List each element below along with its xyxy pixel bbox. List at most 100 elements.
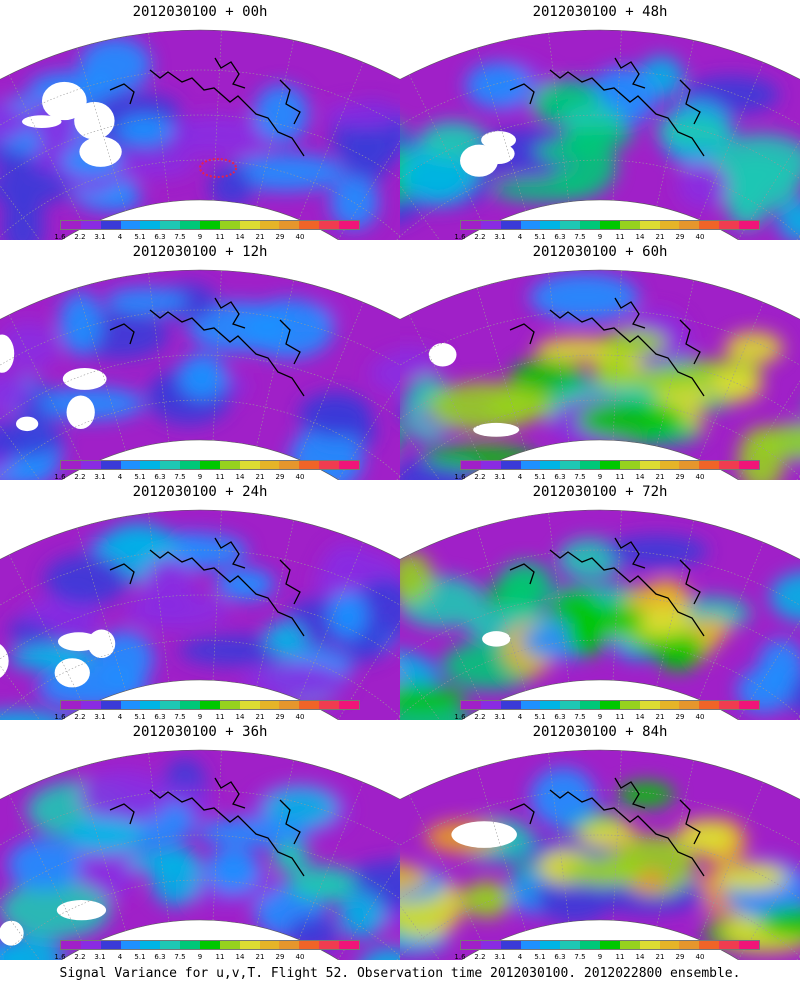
colorbar-tick-label: 14 (235, 473, 245, 481)
colorbar-tick-label: 2.2 (74, 233, 86, 241)
colorbar-swatch (639, 941, 660, 949)
colorbar-swatch (120, 221, 141, 229)
colorbar-tick-label: 29 (275, 233, 285, 241)
colorbar-swatch (679, 701, 700, 709)
colorbar-tick-label: 2.2 (74, 473, 86, 481)
colorbar (460, 220, 760, 230)
colorbar-swatch (140, 701, 161, 709)
colorbar-swatch (540, 941, 561, 949)
colorbar-tick-label: 14 (635, 953, 645, 961)
colorbar-tick-label: 11 (615, 233, 625, 241)
colorbar-tick-label: 1.6 (54, 713, 66, 721)
colorbar-swatch (299, 941, 320, 949)
colorbar-tick-label: 21 (255, 233, 265, 241)
colorbar-tick-label: 7.5 (574, 953, 586, 961)
map-outline (0, 29, 400, 240)
colorbar-swatch (461, 221, 481, 229)
colorbar-swatch (480, 221, 501, 229)
colorbar-labels: 1.6 2.2 3.1 4 5.1 6.3 7.5 9 11 14 21 29 40 (454, 473, 766, 483)
colorbar-labels: 1.6 2.2 3.1 4 5.1 6.3 7.5 9 11 14 21 29 40 (54, 233, 366, 243)
colorbar-labels: 1.6 2.2 3.1 4 5.1 6.3 7.5 9 11 14 21 29 40 (54, 713, 366, 723)
polar-map (400, 509, 800, 720)
colorbar-swatch (659, 221, 680, 229)
colorbar-swatch (219, 701, 240, 709)
colorbar-swatch (560, 461, 581, 469)
colorbar-swatch (319, 941, 340, 949)
colorbar-swatch (659, 941, 680, 949)
coastline (509, 537, 705, 637)
colorbar-swatch (319, 701, 340, 709)
colorbar-swatch (580, 461, 601, 469)
colorbar-tick-label: 14 (235, 233, 245, 241)
colorbar-swatch (520, 941, 541, 949)
colorbar-swatch (279, 221, 300, 229)
colorbar-swatch (219, 941, 240, 949)
polar-map (400, 749, 800, 960)
colorbar-swatch (560, 941, 581, 949)
colorbar-swatch (259, 461, 280, 469)
colorbar-tick-label: 6.3 (154, 233, 166, 241)
colorbar-swatch (739, 221, 759, 229)
colorbar-tick-label: 3.1 (94, 233, 106, 241)
colorbar-tick-label: 11 (615, 953, 625, 961)
colorbar-swatch (600, 221, 620, 229)
colorbar-tick-label: 3.1 (494, 713, 506, 721)
colorbar-swatch (120, 701, 141, 709)
colorbar-tick-label: 9 (597, 713, 603, 721)
colorbar-swatch (461, 461, 481, 469)
colorbar-swatch (80, 941, 101, 949)
no-data-region (16, 416, 39, 432)
colorbar-tick-label: 29 (675, 953, 685, 961)
graticule (400, 30, 800, 240)
colorbar-swatch (140, 941, 161, 949)
colorbar-tick-label: 21 (255, 953, 265, 961)
polar-map (0, 509, 400, 720)
colorbar-swatch (540, 701, 561, 709)
colorbar-tick-label: 4 (117, 713, 123, 721)
colorbar-swatch (600, 941, 620, 949)
coastline (109, 57, 305, 157)
colorbar-tick-label: 6.3 (554, 713, 566, 721)
colorbar-swatch (480, 461, 501, 469)
colorbar-swatch (560, 701, 581, 709)
colorbar-swatch (540, 221, 561, 229)
colorbar-tick-label: 6.3 (554, 233, 566, 241)
colorbar-tick-label: 11 (215, 953, 225, 961)
colorbar-swatch (140, 221, 161, 229)
colorbar-swatch (679, 221, 700, 229)
map-panel: 2012030100 + 00h 1.6 2.2 3.1 4 5.1 6.3 7.5 9 11 14… (0, 0, 400, 243)
colorbar-tick-label: 1.6 (454, 473, 466, 481)
colorbar-tick-label: 5.1 (134, 953, 146, 961)
colorbar-tick-label: 11 (215, 713, 225, 721)
coastline (509, 57, 705, 157)
colorbar-swatch (619, 461, 640, 469)
panel-title: 2012030100 + 36h (132, 724, 268, 740)
colorbar-swatch (100, 221, 121, 229)
polar-map (400, 29, 800, 240)
colorbar-swatch (461, 941, 481, 949)
colorbar-swatch (699, 461, 720, 469)
colorbar-swatch (200, 461, 220, 469)
colorbar-tick-label: 14 (635, 473, 645, 481)
colorbar-swatch (339, 221, 359, 229)
colorbar-swatch (61, 221, 81, 229)
no-data-region (22, 115, 62, 128)
colorbar-swatch (61, 461, 81, 469)
variance-field (0, 522, 400, 720)
colorbar-swatch (180, 941, 201, 949)
colorbar (60, 220, 360, 230)
colorbar-tick-label: 9 (597, 473, 603, 481)
colorbar-swatch (200, 221, 220, 229)
map-panel: 2012030100 + 72h 1.6 2.2 3.1 4 5.1 6.3 7.5 9 11 14… (400, 480, 800, 721)
no-data-region (473, 422, 520, 437)
colorbar-swatch (500, 941, 521, 949)
colorbar-tick-label: 29 (275, 713, 285, 721)
panel-title: 2012030100 + 24h (132, 484, 268, 500)
colorbar-swatch (739, 461, 759, 469)
no-data-region (79, 136, 122, 167)
colorbar-tick-label: 21 (655, 953, 665, 961)
colorbar-swatch (80, 221, 101, 229)
colorbar-swatch (580, 701, 601, 709)
colorbar-swatch (279, 941, 300, 949)
colorbar-tick-label: 2.2 (74, 713, 86, 721)
